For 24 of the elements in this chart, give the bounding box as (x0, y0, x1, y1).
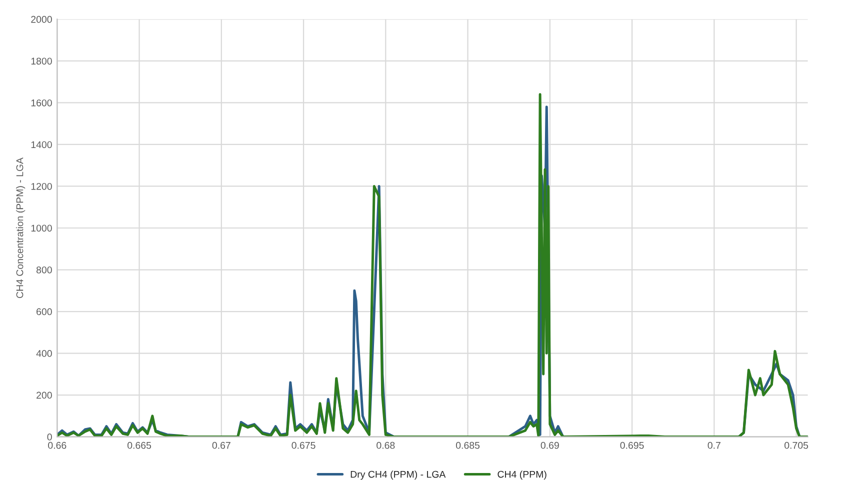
legend-label: Dry CH4 (PPM) - LGA (350, 470, 446, 480)
x-tick-label: 0.675 (292, 442, 316, 449)
x-tick-label: 0.7 (708, 442, 720, 449)
x-tick-label: 0.665 (127, 442, 152, 449)
y-tick-label: 1800 (31, 58, 52, 65)
x-tick-label: 0.68 (376, 442, 395, 449)
y-tick-label: 800 (36, 266, 52, 274)
y-tick-label: 400 (36, 350, 52, 357)
x-tick-label: 0.69 (540, 442, 559, 449)
y-tick-label: 0 (47, 434, 52, 440)
y-tick-label: 1200 (31, 182, 52, 190)
y-tick-label: 1600 (31, 99, 52, 106)
y-tick-label: 1000 (31, 224, 52, 232)
x-tick-label: 0.67 (212, 442, 230, 449)
y-tick-label: 2000 (31, 16, 52, 23)
x-tick-label: 0.66 (48, 442, 66, 449)
x-tick-label: 0.685 (456, 442, 480, 449)
y-tick-label: 600 (36, 308, 52, 316)
x-tick-label: 0.695 (620, 442, 644, 449)
y-tick-label: 200 (36, 392, 52, 399)
legend-label: CH4 (PPM) (498, 470, 546, 480)
y-axis-title: CH4 Concentration (PPM) - LGA (16, 158, 26, 298)
x-tick-label: 0.705 (784, 442, 808, 449)
y-tick-label: 1400 (31, 141, 52, 148)
